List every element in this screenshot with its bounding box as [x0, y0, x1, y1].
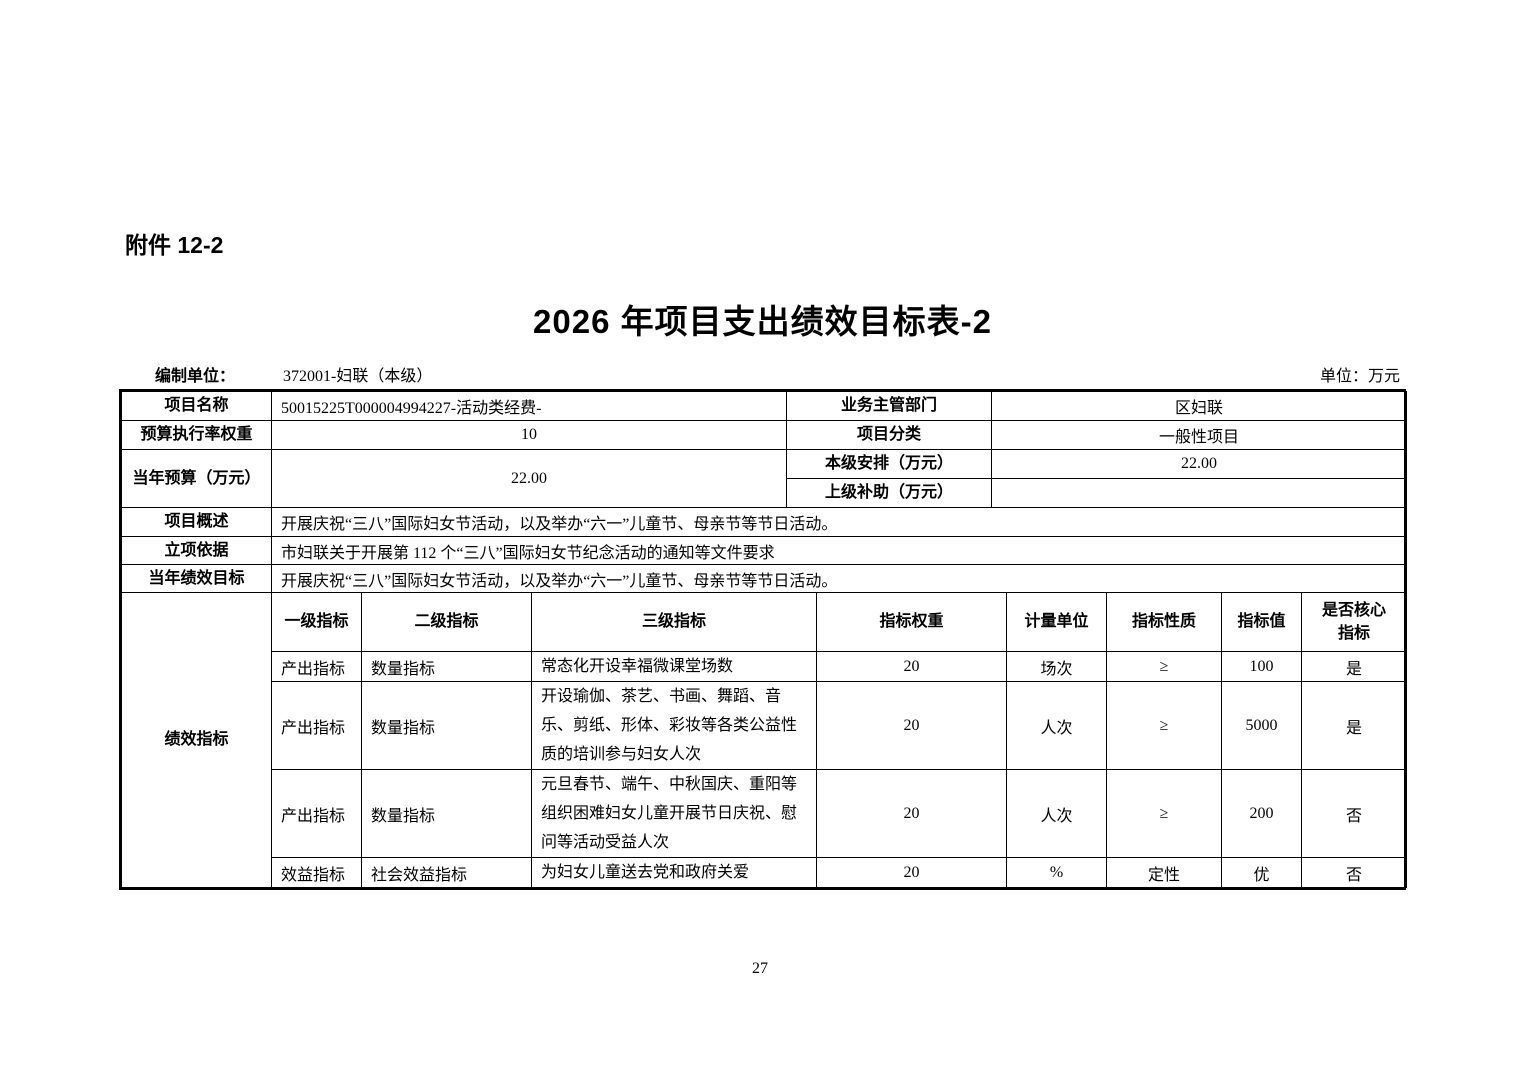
project-name-value: 50015225T000004994227-活动类经费- — [271, 391, 787, 421]
page-number: 27 — [752, 960, 768, 977]
indicator-level2: 社会效益指标 — [361, 857, 532, 888]
indicator-row: 产出指标 数量指标 常态化开设幸福微课堂场数 20 场次 ≥ 100 是 — [122, 651, 1407, 682]
prepared-by-label: 编制单位： — [155, 368, 236, 385]
table-row: 当年绩效目标 开展庆祝“三八”国际妇女节活动，以及举办“六一”儿童节、母亲节等节… — [121, 564, 1407, 593]
indicator-level3: 开设瑜伽、茶艺、书画、舞蹈、音乐、剪纸、形体、彩妆等各类公益性质的培训参与妇女人… — [531, 681, 817, 770]
table-row: 预算执行率权重 10 项目分类 一般性项目 — [121, 420, 1407, 450]
table-row: 项目概述 开展庆祝“三八”国际妇女节活动，以及举办“六一”儿童节、母亲节等节日活… — [121, 507, 1407, 537]
page-title: 2026 年项目支出绩效目标表-2 — [533, 303, 992, 340]
indicator-weight: 20 — [816, 857, 1007, 888]
indicator-level1: 效益指标 — [271, 857, 362, 888]
indicator-unit: % — [1006, 857, 1107, 888]
budget-exec-weight-label: 预算执行率权重 — [121, 420, 272, 450]
attachment-label: 附件 12-2 — [125, 232, 224, 258]
indicator-value: 优 — [1221, 857, 1302, 888]
header-core-text: 是否核心指标 — [1321, 601, 1386, 642]
category-label: 项目分类 — [786, 420, 992, 450]
prepared-by-value: 372001-妇联（本级） — [283, 368, 433, 385]
prepared-by: 编制单位： 372001-妇联（本级） — [120, 362, 432, 386]
indicator-row: 效益指标 社会效益指标 为妇女儿童送去党和政府关爱 20 % 定性 优 否 — [122, 857, 1407, 888]
indicator-level3: 常态化开设幸福微课堂场数 — [531, 651, 817, 682]
indicator-level2: 数量指标 — [361, 651, 532, 682]
indicator-level3: 为妇女儿童送去党和政府关爱 — [531, 857, 817, 888]
indicator-level1: 产出指标 — [271, 651, 362, 682]
dept-label: 业务主管部门 — [786, 391, 992, 421]
indicator-nature: ≥ — [1106, 651, 1222, 682]
overview-value: 开展庆祝“三八”国际妇女节活动，以及举办“六一”儿童节、母亲节等节日活动。 — [271, 507, 1407, 537]
header-level3: 三级指标 — [531, 592, 817, 652]
indicator-row: 产出指标 数量指标 元旦春节、端午、中秋国庆、重阳等组织困难妇女儿童开展节日庆祝… — [122, 769, 1407, 858]
overview-label: 项目概述 — [121, 507, 272, 537]
indicator-value: 5000 — [1221, 681, 1302, 770]
table-row: 上级补助（万元） — [122, 478, 1407, 508]
table-row: 立项依据 市妇联关于开展第 112 个“三八”国际妇女节纪念活动的通知等文件要求 — [121, 536, 1407, 565]
header-level2: 二级指标 — [361, 592, 532, 652]
table-row: 项目名称 50015225T000004994227-活动类经费- 业务主管部门… — [121, 391, 1407, 421]
superior-subsidy-label: 上级补助（万元） — [786, 478, 992, 508]
project-name-label: 项目名称 — [121, 391, 272, 421]
indicators-section-label: 绩效指标 — [121, 592, 272, 888]
header-level1: 一级指标 — [271, 592, 362, 652]
local-arrangement-value: 22.00 — [991, 449, 1407, 479]
indicator-core: 是 — [1301, 651, 1407, 682]
indicator-value: 100 — [1221, 651, 1302, 682]
goal-label: 当年绩效目标 — [121, 564, 272, 593]
indicator-unit: 场次 — [1006, 651, 1107, 682]
unit-note: 单位：万元 — [1319, 368, 1400, 385]
basis-label: 立项依据 — [121, 536, 272, 565]
indicator-weight: 20 — [816, 769, 1007, 858]
indicator-level3: 元旦春节、端午、中秋国庆、重阳等组织困难妇女儿童开展节日庆祝、慰问等活动受益人次 — [531, 769, 817, 858]
goal-value: 开展庆祝“三八”国际妇女节活动，以及举办“六一”儿童节、母亲节等节日活动。 — [271, 564, 1407, 593]
indicator-level1: 产出指标 — [271, 681, 362, 770]
header-unit: 计量单位 — [1006, 592, 1107, 652]
header-weight: 指标权重 — [816, 592, 1007, 652]
indicator-nature: ≥ — [1106, 681, 1222, 770]
indicator-value: 200 — [1221, 769, 1302, 858]
performance-target-table: 项目名称 50015225T000004994227-活动类经费- 业务主管部门… — [119, 389, 1407, 890]
project-info-table: 项目名称 50015225T000004994227-活动类经费- 业务主管部门… — [121, 391, 1407, 593]
indicator-nature: ≥ — [1106, 769, 1222, 858]
indicator-weight: 20 — [816, 681, 1007, 770]
annual-budget-label: 当年预算（万元） — [121, 449, 272, 508]
basis-value: 市妇联关于开展第 112 个“三八”国际妇女节纪念活动的通知等文件要求 — [271, 536, 1407, 565]
header-core: 是否核心指标 — [1301, 592, 1407, 652]
meta-row: 编制单位： 372001-妇联（本级） 单位：万元 — [120, 362, 1405, 386]
indicator-core: 否 — [1301, 769, 1407, 858]
header-nature: 指标性质 — [1106, 592, 1222, 652]
category-value: 一般性项目 — [991, 420, 1407, 450]
indicator-level2: 数量指标 — [361, 769, 532, 858]
table-row: 当年预算（万元） 22.00 本级安排（万元） 22.00 — [121, 449, 1407, 508]
indicator-row: 产出指标 数量指标 开设瑜伽、茶艺、书画、舞蹈、音乐、剪纸、形体、彩妆等各类公益… — [122, 681, 1407, 770]
budget-exec-weight-value: 10 — [271, 420, 787, 450]
indicator-weight: 20 — [816, 651, 1007, 682]
indicators-table: 绩效指标 一级指标 二级指标 三级指标 指标权重 计量单位 指标性质 指标值 是… — [121, 592, 1407, 888]
indicator-level1: 产出指标 — [271, 769, 362, 858]
indicator-unit: 人次 — [1006, 681, 1107, 770]
indicator-core: 是 — [1301, 681, 1407, 770]
indicator-level2: 数量指标 — [361, 681, 532, 770]
indicators-header-row: 绩效指标 一级指标 二级指标 三级指标 指标权重 计量单位 指标性质 指标值 是… — [121, 592, 1407, 888]
dept-value: 区妇联 — [991, 391, 1407, 421]
annual-budget-value: 22.00 — [271, 449, 787, 508]
indicator-nature: 定性 — [1106, 857, 1222, 888]
indicator-core: 否 — [1301, 857, 1407, 888]
local-arrangement-label: 本级安排（万元） — [786, 449, 992, 479]
indicator-unit: 人次 — [1006, 769, 1107, 858]
superior-subsidy-value — [991, 478, 1407, 508]
header-value: 指标值 — [1221, 592, 1302, 652]
